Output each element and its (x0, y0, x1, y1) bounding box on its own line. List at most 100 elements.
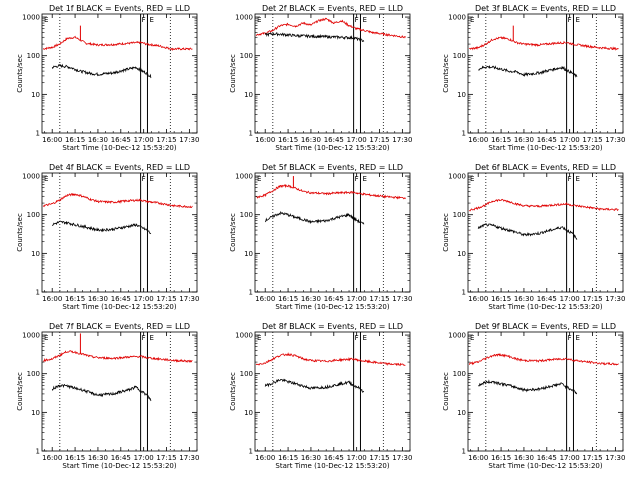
y-tick-label: 100 (240, 52, 253, 60)
flag-e-left: E (44, 334, 48, 342)
y-axis-label: Counts/sec (16, 54, 24, 93)
x-tick-label: 17:00 (560, 136, 580, 144)
x-tick-label: 17:15 (369, 295, 389, 303)
x-tick-label: 17:00 (134, 295, 154, 303)
x-axis-label: Start Time (10-Dec-12 15:53:20) (488, 462, 602, 470)
x-tick-label: 16:30 (514, 454, 534, 462)
x-tick-label: 17:15 (156, 295, 176, 303)
y-tick-label: 100 (453, 370, 466, 378)
y-tick-label: 1 (36, 130, 40, 138)
flag-f: F (355, 16, 359, 24)
y-axis-label: Counts/sec (442, 213, 450, 252)
flag-e-right: E (362, 16, 366, 24)
y-tick-label: 1000 (235, 173, 253, 181)
series-lld (255, 183, 406, 200)
series-events (264, 32, 365, 43)
y-tick-label: 10 (457, 91, 466, 99)
flag-f: F (568, 175, 572, 183)
y-tick-label: 10 (244, 250, 253, 258)
y-axis-label: Counts/sec (229, 213, 237, 252)
y-axis-label: Counts/sec (442, 54, 450, 93)
series-events (264, 211, 365, 225)
y-tick-label: 1000 (22, 173, 40, 181)
y-tick-label: 1 (36, 289, 40, 297)
y-axis-label: Counts/sec (229, 54, 237, 93)
flag-f: F (142, 16, 146, 24)
flag-f: F (568, 334, 572, 342)
y-tick-label: 100 (240, 211, 253, 219)
flag-e-right: E (362, 334, 366, 342)
y-tick-label: 1 (462, 130, 466, 138)
flag-f: F (355, 175, 359, 183)
x-tick-label: 17:15 (582, 295, 602, 303)
y-tick-label: 1000 (235, 14, 253, 22)
x-tick-label: 17:30 (605, 295, 625, 303)
flag-f: F (355, 334, 359, 342)
plot-frame (467, 331, 624, 452)
x-tick-label: 17:15 (156, 136, 176, 144)
flag-f: F (568, 16, 572, 24)
series-lld (42, 35, 193, 52)
x-tick-label: 16:30 (514, 136, 534, 144)
flag-e-left: E (470, 175, 474, 183)
flag-e-left: E (470, 334, 474, 342)
x-tick-label: 17:00 (560, 454, 580, 462)
flag-e-right: E (149, 175, 153, 183)
x-tick-label: 16:30 (88, 295, 108, 303)
x-tick-label: 16:45 (324, 295, 344, 303)
x-tick-label: 17:00 (347, 136, 367, 144)
y-tick-label: 1 (249, 448, 253, 456)
y-axis-label: Counts/sec (16, 372, 24, 411)
y-tick-label: 1000 (22, 332, 40, 340)
x-tick-label: 16:15 (278, 295, 298, 303)
x-tick-label: 16:45 (111, 295, 131, 303)
x-tick-label: 16:15 (491, 454, 511, 462)
x-tick-label: 16:00 (468, 295, 488, 303)
x-tick-label: 17:30 (392, 454, 412, 462)
x-axis-label: Start Time (10-Dec-12 15:53:20) (62, 303, 176, 311)
y-tick-label: 100 (27, 52, 40, 60)
x-tick-label: 16:15 (278, 454, 298, 462)
flag-e-left: E (470, 16, 474, 24)
x-tick-label: 17:30 (392, 136, 412, 144)
panel-title: Det 4f BLACK = Events, RED = LLD (49, 163, 190, 172)
x-tick-label: 16:00 (468, 454, 488, 462)
x-tick-label: 17:00 (347, 295, 367, 303)
series-events (51, 63, 152, 79)
panel-title: Det 9f BLACK = Events, RED = LLD (475, 322, 616, 331)
panel-title: Det 3f BLACK = Events, RED = LLD (475, 4, 616, 13)
series-events (477, 379, 578, 395)
x-tick-label: 17:30 (179, 136, 199, 144)
x-tick-label: 16:15 (491, 295, 511, 303)
panel-title: Det 6f BLACK = Events, RED = LLD (475, 163, 616, 172)
flag-e-left: E (257, 16, 261, 24)
x-tick-label: 16:45 (324, 454, 344, 462)
plot-frame (254, 13, 411, 134)
x-axis-label: Start Time (10-Dec-12 15:53:20) (488, 303, 602, 311)
y-tick-label: 1 (462, 289, 466, 297)
flag-e-right: E (362, 175, 366, 183)
x-tick-label: 17:30 (392, 295, 412, 303)
panel-title: Det 2f BLACK = Events, RED = LLD (262, 4, 403, 13)
y-tick-label: 1 (249, 130, 253, 138)
y-tick-label: 1000 (235, 332, 253, 340)
y-tick-label: 1 (462, 448, 466, 456)
series-lld (468, 352, 619, 366)
series-lld (468, 36, 619, 51)
x-tick-label: 17:00 (347, 454, 367, 462)
y-tick-label: 1000 (22, 14, 40, 22)
x-tick-label: 16:30 (88, 454, 108, 462)
x-tick-label: 16:00 (42, 295, 62, 303)
y-axis-label: Counts/sec (229, 372, 237, 411)
series-events (51, 220, 152, 235)
y-axis-label: Counts/sec (442, 372, 450, 411)
plot-frame (41, 13, 198, 134)
y-tick-label: 10 (457, 250, 466, 258)
flag-e-left: E (44, 175, 48, 183)
x-tick-label: 16:30 (514, 295, 534, 303)
y-tick-label: 10 (31, 250, 40, 258)
